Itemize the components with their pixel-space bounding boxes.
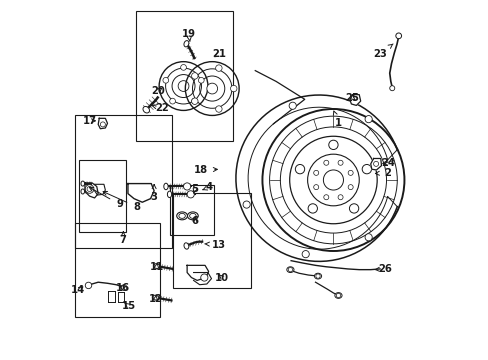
Text: 1: 1	[333, 111, 341, 128]
Text: 6: 6	[191, 216, 198, 226]
Circle shape	[169, 98, 175, 104]
Ellipse shape	[334, 293, 341, 298]
Circle shape	[295, 165, 304, 174]
Circle shape	[201, 274, 207, 281]
Text: 10: 10	[215, 273, 229, 283]
Text: 24: 24	[380, 158, 394, 168]
Circle shape	[349, 204, 358, 213]
Circle shape	[307, 204, 317, 213]
Circle shape	[191, 98, 198, 104]
Circle shape	[180, 64, 186, 70]
Ellipse shape	[183, 243, 188, 249]
Ellipse shape	[163, 183, 168, 190]
Ellipse shape	[183, 41, 188, 47]
Text: 16: 16	[116, 283, 130, 293]
Circle shape	[315, 274, 320, 278]
Ellipse shape	[286, 267, 293, 273]
Polygon shape	[94, 184, 105, 195]
Ellipse shape	[153, 264, 160, 269]
Text: 19: 19	[182, 29, 196, 41]
Ellipse shape	[152, 295, 159, 300]
Circle shape	[395, 33, 401, 39]
Polygon shape	[187, 265, 208, 280]
Bar	[75, 223, 159, 317]
Circle shape	[215, 106, 222, 112]
Circle shape	[187, 191, 194, 198]
Text: 11: 11	[149, 262, 163, 272]
Circle shape	[191, 73, 198, 79]
Text: 23: 23	[372, 44, 392, 59]
Circle shape	[328, 140, 337, 149]
Circle shape	[365, 234, 371, 241]
Circle shape	[87, 186, 92, 192]
Polygon shape	[370, 158, 381, 170]
Text: 15: 15	[122, 301, 136, 311]
Text: 25: 25	[345, 93, 358, 103]
Circle shape	[362, 165, 371, 174]
Circle shape	[337, 160, 343, 165]
Text: 12: 12	[148, 294, 162, 304]
Circle shape	[287, 267, 292, 272]
Circle shape	[178, 81, 188, 91]
Text: 4: 4	[203, 182, 212, 192]
Bar	[79, 159, 126, 232]
Text: 3: 3	[150, 185, 157, 202]
Polygon shape	[128, 184, 154, 202]
Text: 9: 9	[89, 187, 123, 210]
Circle shape	[323, 195, 328, 200]
Circle shape	[337, 195, 343, 200]
Polygon shape	[85, 183, 98, 198]
Circle shape	[313, 185, 318, 190]
Circle shape	[215, 65, 222, 71]
Polygon shape	[98, 118, 107, 129]
Bar	[136, 12, 233, 140]
Text: 18: 18	[193, 165, 217, 175]
Bar	[173, 193, 250, 288]
Circle shape	[198, 77, 203, 83]
Text: 21: 21	[212, 49, 226, 59]
Text: 22: 22	[152, 103, 168, 113]
Text: 2: 2	[375, 168, 390, 178]
Text: 5: 5	[191, 184, 198, 194]
Circle shape	[100, 122, 105, 127]
Circle shape	[373, 161, 378, 166]
Circle shape	[323, 160, 328, 165]
Polygon shape	[349, 95, 360, 105]
Circle shape	[313, 170, 318, 175]
Polygon shape	[193, 273, 211, 285]
Circle shape	[288, 102, 296, 109]
Bar	[169, 185, 213, 234]
Circle shape	[347, 170, 352, 175]
Circle shape	[183, 183, 190, 190]
Circle shape	[347, 185, 352, 190]
Ellipse shape	[167, 191, 171, 198]
Circle shape	[85, 282, 92, 289]
Circle shape	[230, 85, 237, 92]
Text: 8: 8	[103, 192, 140, 212]
Text: 13: 13	[204, 239, 225, 249]
Ellipse shape	[81, 189, 84, 194]
Ellipse shape	[142, 107, 149, 113]
Text: 14: 14	[70, 285, 85, 296]
Circle shape	[365, 116, 371, 123]
Circle shape	[243, 201, 250, 208]
Circle shape	[85, 185, 94, 193]
Text: 17: 17	[82, 116, 97, 126]
Text: 7: 7	[120, 232, 126, 245]
Ellipse shape	[314, 273, 321, 279]
Circle shape	[163, 77, 168, 83]
Circle shape	[302, 251, 308, 258]
Text: 20: 20	[150, 86, 164, 96]
Text: 26: 26	[374, 264, 391, 274]
Ellipse shape	[81, 181, 84, 186]
Bar	[75, 116, 172, 248]
Circle shape	[191, 98, 197, 104]
Circle shape	[389, 86, 394, 91]
Circle shape	[121, 285, 126, 291]
Circle shape	[336, 293, 340, 298]
Circle shape	[206, 83, 217, 94]
